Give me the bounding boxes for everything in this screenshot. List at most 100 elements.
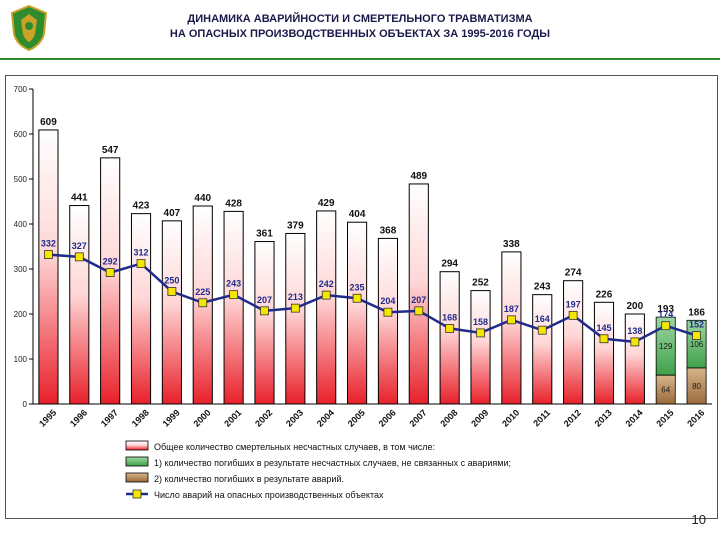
title-line-1: ДИНАМИКА АВАРИЙНОСТИ И СМЕРТЕЛЬНОГО ТРАВ…	[187, 13, 533, 25]
x-tick-label: 1996	[68, 408, 89, 429]
bar-total	[470, 290, 491, 405]
data-label-total: 361	[256, 229, 273, 240]
series-marker	[630, 337, 640, 347]
series-marker	[445, 323, 455, 333]
data-label-accidents: 174	[658, 310, 673, 320]
data-label-total: 226	[596, 289, 613, 300]
series-marker	[229, 290, 239, 300]
bar-accident	[686, 367, 707, 405]
data-label-total: 274	[565, 268, 582, 279]
legend-label: 2) количество погибших в результате авар…	[154, 474, 344, 484]
series-marker	[136, 259, 146, 269]
x-tick-label: 2005	[346, 408, 367, 429]
data-label-total: 200	[626, 301, 643, 312]
data-label-accidents: 204	[380, 296, 395, 306]
data-label-accident: 64	[661, 386, 670, 395]
series-line-accidents	[48, 253, 697, 344]
x-tick-label: 2011	[531, 408, 552, 429]
page-title: ДИНАМИКА АВАРИЙНОСТИ И СМЕРТЕЛЬНОГО ТРАВ…	[60, 12, 660, 42]
series-marker	[599, 334, 609, 344]
y-tick-label: 500	[14, 175, 28, 184]
legend-swatch-bar	[125, 472, 149, 483]
x-tick-label: 2013	[593, 408, 614, 429]
y-tick-label: 400	[14, 220, 28, 229]
y-tick-label: 700	[14, 85, 28, 94]
data-label-total: 429	[318, 198, 335, 209]
x-tick-label: 1995	[37, 408, 58, 429]
data-label-total: 379	[287, 220, 304, 231]
data-label-accidents: 207	[257, 295, 272, 305]
series-marker	[198, 298, 208, 308]
title-line-2: НА ОПАСНЫХ ПРОИЗВОДСТВЕННЫХ ОБЪЕКТАХ ЗА …	[169, 28, 551, 40]
data-label-accidents: 158	[473, 317, 488, 327]
y-tick-label: 0	[23, 400, 28, 409]
data-label-non-accident: 129	[659, 342, 673, 351]
data-label-accidents: 243	[226, 279, 241, 289]
data-label-total: 338	[503, 239, 520, 250]
data-label-accident: 80	[692, 382, 701, 391]
data-label-accidents: 332	[41, 239, 56, 249]
series-marker	[105, 268, 115, 278]
data-label-accidents: 152	[689, 320, 704, 330]
x-tick-label: 2010	[500, 408, 521, 429]
legend-label: Общее количество смертельных несчастных …	[154, 442, 435, 452]
data-label-accidents: 250	[164, 276, 179, 286]
data-label-accidents: 225	[195, 287, 210, 297]
data-label-accidents: 145	[596, 323, 611, 333]
y-tick-label: 100	[14, 355, 28, 364]
legend-label: Число аварий на опасных производственных…	[154, 490, 384, 500]
page-number: 10	[691, 512, 706, 527]
series-marker	[167, 287, 177, 296]
data-label-total: 423	[133, 201, 150, 212]
data-label-total: 252	[472, 278, 489, 289]
data-label-accidents: 327	[72, 241, 87, 251]
data-label-accidents: 138	[627, 326, 642, 336]
bar-total	[347, 221, 368, 405]
bar-total	[69, 205, 90, 405]
bar-total	[161, 220, 182, 405]
series-marker	[661, 321, 671, 331]
data-label-total: 186	[688, 307, 705, 318]
bar-total	[254, 241, 275, 405]
x-tick-label: 1998	[130, 408, 151, 429]
x-tick-label: 2014	[624, 408, 645, 429]
x-tick-label: 2002	[253, 408, 274, 429]
bar-total	[532, 294, 553, 405]
series-marker	[692, 331, 701, 341]
x-tick-label: 2003	[284, 408, 305, 429]
legend-label: 1) количество погибших в результате несч…	[154, 458, 511, 468]
series-marker	[352, 293, 362, 303]
x-tick-label: 1997	[99, 408, 120, 429]
data-label-accidents: 207	[411, 295, 426, 305]
legend-swatch-bar	[125, 440, 149, 451]
series-marker	[74, 252, 84, 262]
data-label-total: 368	[380, 225, 397, 236]
chart: 0 100 200 300 400 500 600 700 609 1995 441 1996 547 1…	[14, 85, 712, 500]
bar-total	[316, 210, 337, 405]
data-label-accidents: 187	[504, 304, 519, 314]
data-label-accidents: 168	[442, 312, 457, 322]
data-label-accidents: 213	[288, 292, 303, 302]
data-label-total: 193	[657, 304, 674, 315]
bar-total	[439, 271, 460, 405]
bar-total	[593, 301, 615, 405]
data-label-total: 441	[71, 193, 88, 204]
series-marker	[537, 325, 547, 335]
data-label-total: 243	[534, 282, 551, 293]
y-tick-label: 200	[14, 310, 28, 319]
data-label-accidents: 292	[103, 257, 118, 267]
chart-panel: 0 100 200 300 400 500 600 700 609 1995 441 1996 547 1…	[5, 75, 718, 519]
data-label-total: 489	[410, 171, 427, 182]
bar-total	[408, 183, 429, 405]
data-label-total: 404	[349, 209, 366, 220]
legend-swatch-marker	[132, 489, 142, 499]
y-tick-label: 300	[14, 265, 28, 274]
data-label-total: 428	[225, 198, 242, 209]
data-label-accidents: 312	[134, 248, 149, 258]
data-label-accidents: 235	[350, 282, 365, 292]
y-tick-label: 600	[14, 130, 28, 139]
series-marker	[506, 315, 516, 325]
data-label-total: 547	[102, 145, 119, 156]
data-label-total: 609	[40, 117, 57, 128]
bar-total	[285, 232, 306, 405]
